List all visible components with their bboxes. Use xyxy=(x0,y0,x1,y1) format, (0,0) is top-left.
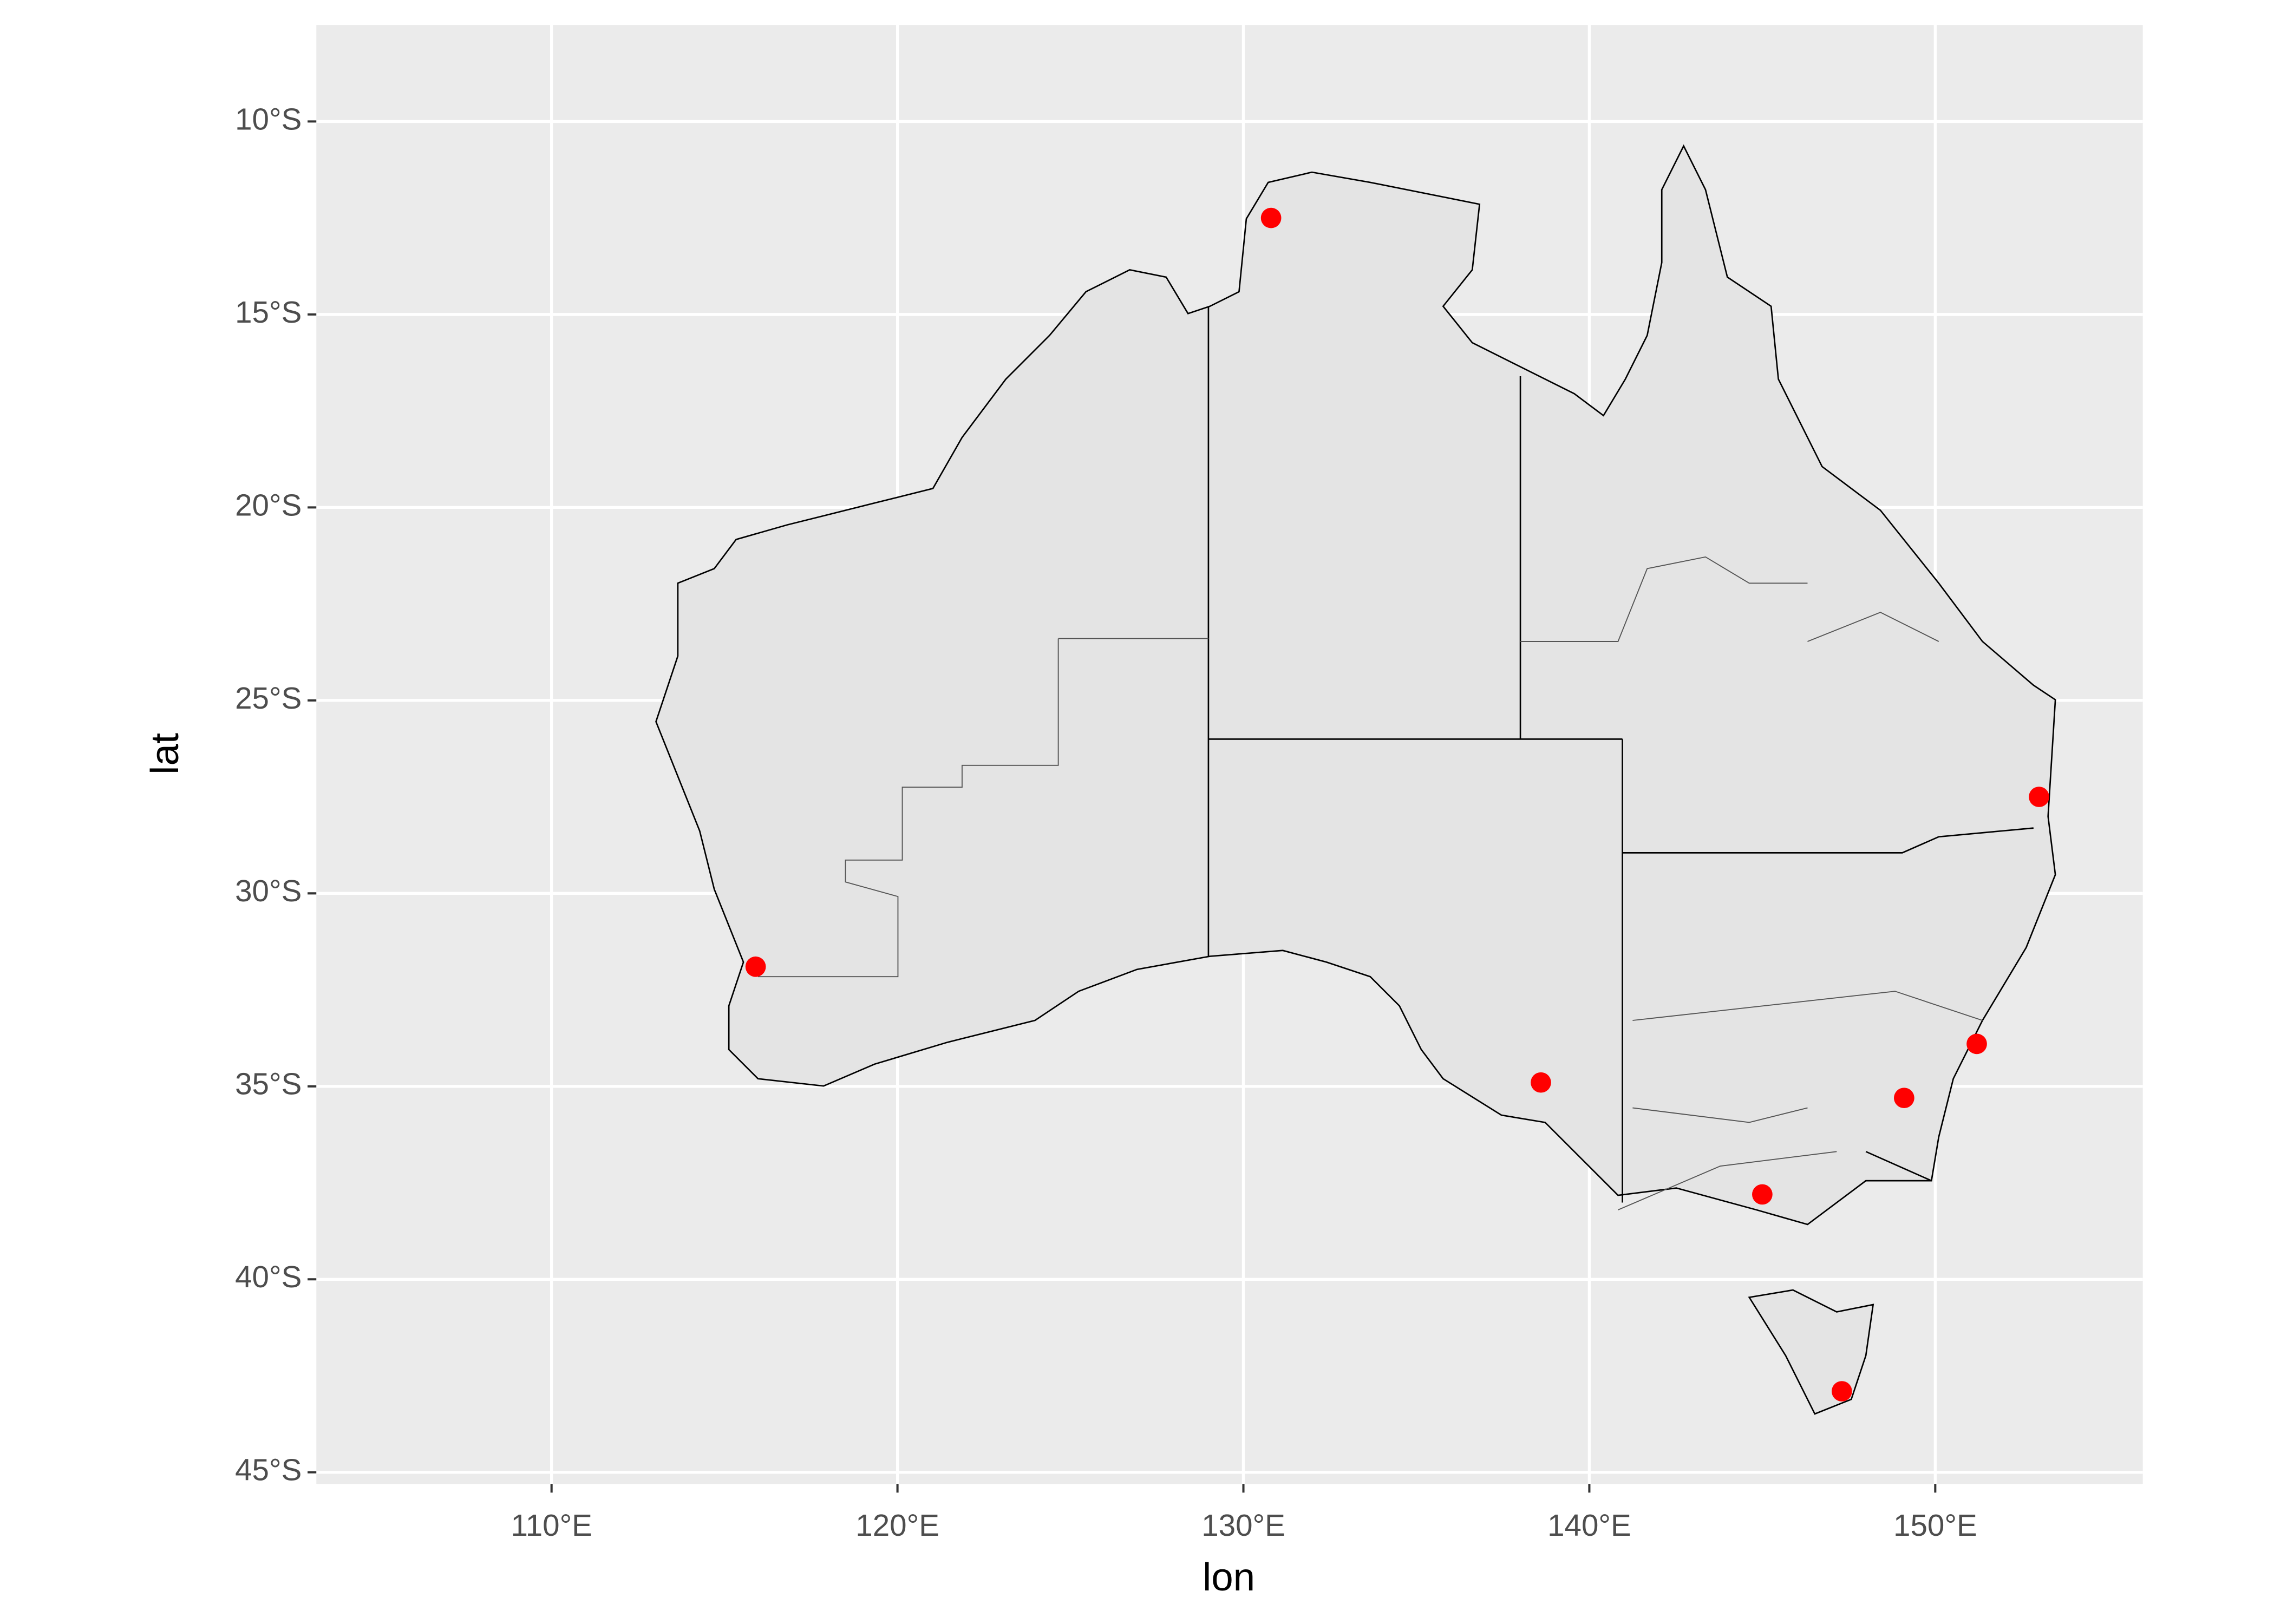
region-borders xyxy=(758,556,1983,1210)
y-tick-label: 25°S xyxy=(235,681,302,715)
x-axis-title: lon xyxy=(1203,1555,1255,1599)
point xyxy=(1966,1033,1987,1055)
y-tick-label: 35°S xyxy=(235,1067,302,1101)
points xyxy=(745,207,2049,1402)
map xyxy=(655,144,2056,1415)
axes: 110°E 120°E 130°E 140°E 150°E 10°S 15°S 20°S 25°… xyxy=(235,102,1977,1542)
point xyxy=(2029,787,2049,807)
point xyxy=(1260,207,1282,228)
point xyxy=(1831,1381,1852,1402)
point xyxy=(1531,1072,1551,1093)
x-tick-label: 140°E xyxy=(1547,1508,1631,1542)
point xyxy=(1752,1184,1773,1205)
y-tick-label: 10°S xyxy=(235,102,302,136)
x-tick-label: 110°E xyxy=(511,1508,592,1542)
x-tick-label: 150°E xyxy=(1893,1508,1977,1542)
y-tick-label: 30°S xyxy=(235,874,302,908)
y-tick-label: 40°S xyxy=(235,1260,302,1294)
mainland xyxy=(655,144,2056,1226)
y-tick-label: 15°S xyxy=(235,295,302,329)
x-tick-label: 120°E xyxy=(855,1508,939,1542)
y-axis-title: lat xyxy=(143,733,187,775)
point xyxy=(745,956,766,977)
point xyxy=(1893,1088,1914,1109)
y-tick-label: 45°S xyxy=(235,1453,302,1487)
state-borders xyxy=(1207,306,2034,1203)
y-tick-label: 20°S xyxy=(235,488,302,522)
x-tick-label: 130°E xyxy=(1201,1508,1285,1542)
